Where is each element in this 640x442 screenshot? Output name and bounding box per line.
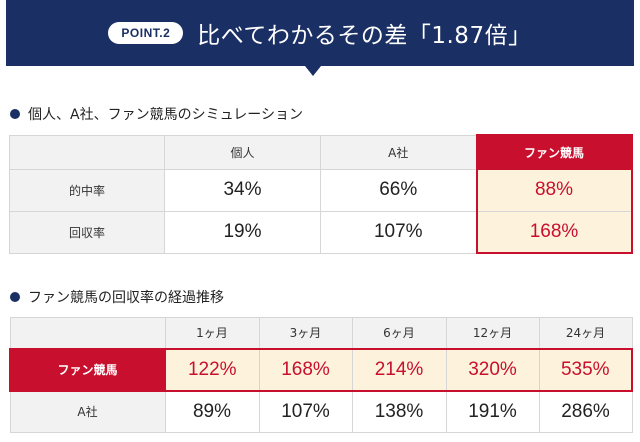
row-label-return-rate: 回収率: [9, 210, 165, 254]
header-cell-12-months: 12ヶ月: [445, 317, 540, 349]
cell-value: 34%: [164, 168, 321, 212]
header-cell-3-months: 3ヶ月: [258, 317, 353, 349]
simulation-table: 個人 A社 ファン競馬 的中率 34% 66% 88% 回収率 19% 107%…: [9, 134, 633, 254]
highlight-cell-value: 168%: [258, 347, 353, 392]
cell-value: 66%: [320, 168, 477, 212]
table-row: ファン競馬 122% 168% 214% 320% 535%: [9, 347, 633, 392]
header-cell-company-a: A社: [320, 134, 477, 170]
header-cell-individual: 個人: [164, 134, 321, 170]
row-label-fan-keiba: ファン競馬: [9, 347, 166, 392]
banner-pointer-arrow: [305, 66, 321, 76]
cell-value: 138%: [351, 390, 447, 433]
cell-value: 107%: [258, 390, 353, 433]
header-cell-6-months: 6ヶ月: [351, 317, 447, 349]
bullet-dot-icon: [10, 292, 20, 302]
section-heading-simulation: 個人、A社、ファン競馬のシミュレーション: [10, 104, 303, 124]
cell-value: 191%: [445, 390, 540, 433]
table-row: 的中率 34% 66% 88%: [9, 168, 633, 212]
highlight-cell-value: 320%: [445, 347, 540, 392]
highlight-cell-value: 214%: [351, 347, 447, 392]
banner-title: 比べてわかるその差「1.87倍」: [197, 23, 532, 49]
section-heading-text: ファン競馬の回収率の経過推移: [28, 290, 224, 306]
cell-value: 286%: [538, 390, 633, 433]
section-heading-return-trend: ファン競馬の回収率の経過推移: [10, 287, 224, 307]
table-row: 回収率 19% 107% 168%: [9, 210, 633, 254]
point-badge: POINT.2: [108, 22, 184, 44]
row-label-hit-rate: 的中率: [9, 168, 165, 212]
table-header-row: 1ヶ月 3ヶ月 6ヶ月 12ヶ月 24ヶ月: [9, 317, 633, 349]
cell-value: 19%: [164, 210, 321, 254]
cell-value: 107%: [320, 210, 477, 254]
return-trend-table: 1ヶ月 3ヶ月 6ヶ月 12ヶ月 24ヶ月 ファン競馬 122% 168% 21…: [9, 317, 633, 433]
table-row: A社 89% 107% 138% 191% 286%: [9, 390, 633, 433]
highlight-cell-value: 168%: [475, 210, 633, 254]
header-cell-1-month: 1ヶ月: [164, 317, 260, 349]
cell-value: 89%: [164, 390, 260, 433]
highlight-cell-value: 122%: [164, 347, 260, 392]
header-cell-24-months: 24ヶ月: [538, 317, 633, 349]
table-header-row: 個人 A社 ファン競馬: [9, 134, 633, 170]
header-banner: POINT.2 比べてわかるその差「1.87倍」: [6, 0, 634, 66]
bullet-dot-icon: [10, 109, 20, 119]
header-cell-empty: [9, 134, 165, 170]
header-cell-fan-keiba: ファン競馬: [475, 134, 633, 170]
header-cell-empty: [9, 317, 166, 349]
row-label-company-a: A社: [9, 390, 166, 433]
highlight-cell-value: 535%: [538, 347, 633, 392]
highlight-cell-value: 88%: [475, 168, 633, 212]
section-heading-text: 個人、A社、ファン競馬のシミュレーション: [28, 107, 304, 123]
